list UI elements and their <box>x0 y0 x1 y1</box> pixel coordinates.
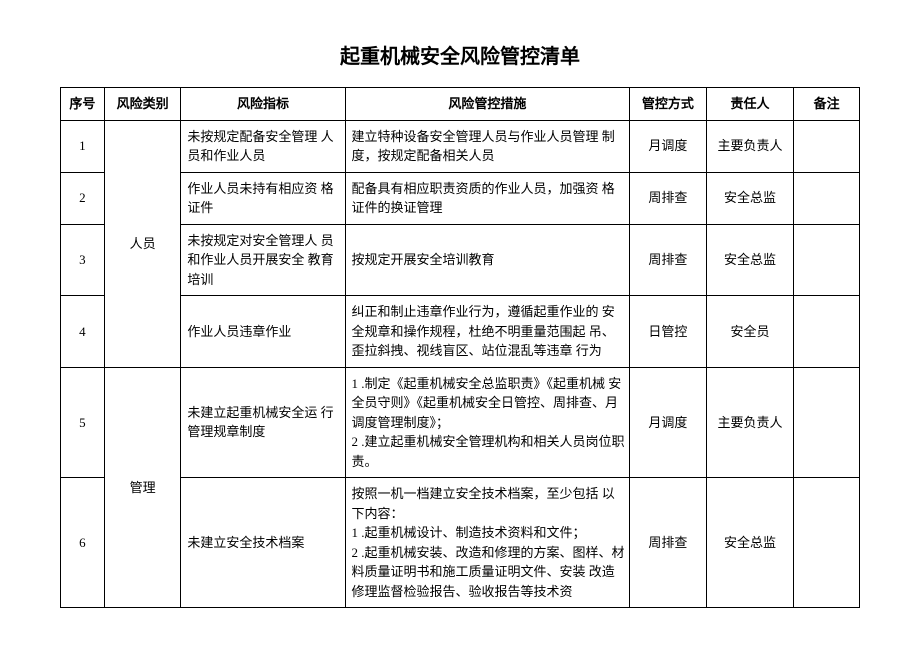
col-header-indicator: 风险指标 <box>181 88 345 121</box>
cell-control: 日管控 <box>630 296 707 368</box>
col-header-no: 序号 <box>61 88 105 121</box>
cell-responsible: 主要负责人 <box>706 367 794 478</box>
page-title: 起重机械安全风险管控清单 <box>60 40 860 69</box>
cell-category: 人员 <box>104 120 181 367</box>
table-row: 5 管理 未建立起重机械安全运 行管理规章制度 1 .制定《起重机械安全总监职责… <box>61 367 860 478</box>
cell-responsible: 安全总监 <box>706 478 794 608</box>
cell-measure: 按规定开展安全培训教育 <box>345 224 630 296</box>
cell-control: 周排查 <box>630 172 707 224</box>
cell-indicator: 未建立安全技术档案 <box>181 478 345 608</box>
cell-measure: 建立特种设备安全管理人员与作业人员管理 制度，按规定配备相关人员 <box>345 120 630 172</box>
cell-note <box>794 367 860 478</box>
cell-no: 3 <box>61 224 105 296</box>
cell-indicator: 作业人员未持有相应资 格证件 <box>181 172 345 224</box>
table-row: 3 未按规定对安全管理人 员和作业人员开展安全 教育培训 按规定开展安全培训教育… <box>61 224 860 296</box>
cell-measure: 1 .制定《起重机械安全总监职责》《起重机械 安全员守则》《起重机械安全日管控、… <box>345 367 630 478</box>
cell-no: 4 <box>61 296 105 368</box>
cell-indicator: 未按规定配备安全管理 人员和作业人员 <box>181 120 345 172</box>
cell-no: 2 <box>61 172 105 224</box>
cell-note <box>794 296 860 368</box>
cell-no: 1 <box>61 120 105 172</box>
col-header-measure: 风险管控措施 <box>345 88 630 121</box>
col-header-responsible: 责任人 <box>706 88 794 121</box>
cell-control: 周排查 <box>630 478 707 608</box>
table-row: 6 未建立安全技术档案 按照一机一档建立安全技术档案，至少包括 以下内容：1 .… <box>61 478 860 608</box>
cell-measure: 纠正和制止违章作业行为，遵循起重作业的 安全规章和操作规程，杜绝不明重量范围起 … <box>345 296 630 368</box>
cell-responsible: 主要负责人 <box>706 120 794 172</box>
cell-no: 6 <box>61 478 105 608</box>
table-row: 4 作业人员违章作业 纠正和制止违章作业行为，遵循起重作业的 安全规章和操作规程… <box>61 296 860 368</box>
table-row: 1 人员 未按规定配备安全管理 人员和作业人员 建立特种设备安全管理人员与作业人… <box>61 120 860 172</box>
col-header-note: 备注 <box>794 88 860 121</box>
cell-control: 月调度 <box>630 367 707 478</box>
cell-category: 管理 <box>104 367 181 608</box>
table-row: 2 作业人员未持有相应资 格证件 配备具有相应职责资质的作业人员，加强资 格证件… <box>61 172 860 224</box>
cell-responsible: 安全总监 <box>706 224 794 296</box>
cell-indicator: 未按规定对安全管理人 员和作业人员开展安全 教育培训 <box>181 224 345 296</box>
cell-control: 月调度 <box>630 120 707 172</box>
cell-note <box>794 120 860 172</box>
cell-note <box>794 224 860 296</box>
col-header-control: 管控方式 <box>630 88 707 121</box>
cell-indicator: 作业人员违章作业 <box>181 296 345 368</box>
cell-measure: 按照一机一档建立安全技术档案，至少包括 以下内容：1 .起重机械设计、制造技术资… <box>345 478 630 608</box>
cell-note <box>794 172 860 224</box>
cell-responsible: 安全员 <box>706 296 794 368</box>
cell-measure: 配备具有相应职责资质的作业人员，加强资 格证件的换证管理 <box>345 172 630 224</box>
cell-control: 周排查 <box>630 224 707 296</box>
cell-no: 5 <box>61 367 105 478</box>
col-header-category: 风险类别 <box>104 88 181 121</box>
cell-note <box>794 478 860 608</box>
risk-table: 序号 风险类别 风险指标 风险管控措施 管控方式 责任人 备注 1 人员 未按规… <box>60 87 860 608</box>
cell-indicator: 未建立起重机械安全运 行管理规章制度 <box>181 367 345 478</box>
cell-responsible: 安全总监 <box>706 172 794 224</box>
table-header-row: 序号 风险类别 风险指标 风险管控措施 管控方式 责任人 备注 <box>61 88 860 121</box>
